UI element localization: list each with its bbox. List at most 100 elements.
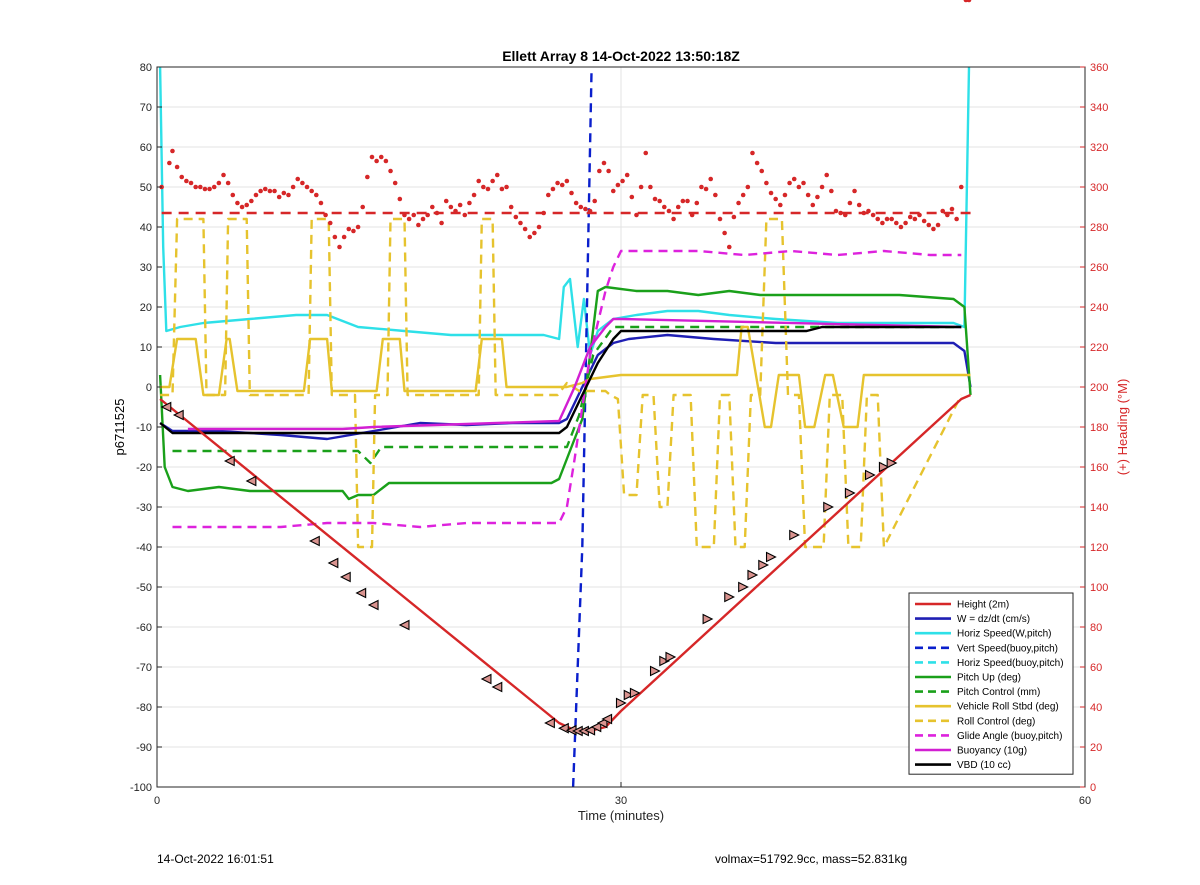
heading-point	[406, 216, 412, 222]
climb-marker	[615, 697, 627, 709]
y-tick-label: -40	[136, 542, 152, 554]
y2-tick-label: 180	[1090, 422, 1108, 434]
heading-point	[481, 184, 486, 190]
legend-label: Horiz Speed(buoy,pitch)	[957, 658, 1064, 669]
heading-point	[170, 148, 175, 154]
legend-label: W = dz/dt (cm/s)	[957, 614, 1030, 625]
heading-point	[527, 234, 533, 240]
x-tick-label: 0	[154, 795, 160, 807]
dive-marker	[558, 722, 569, 734]
heading-point	[569, 190, 574, 196]
series-line-1	[159, 333, 972, 441]
marker-layer	[160, 401, 898, 737]
heading-point	[211, 184, 217, 190]
heading-point	[262, 186, 268, 192]
y2-tick-label: 80	[1090, 622, 1102, 634]
climb-marker	[649, 665, 661, 677]
heading-point	[323, 212, 328, 218]
heading-point	[898, 224, 904, 230]
heading-point	[778, 202, 783, 208]
legend-label: Pitch Control (mm)	[957, 687, 1040, 698]
climb-marker	[724, 591, 735, 603]
heading-point	[281, 190, 287, 196]
heading-point	[244, 202, 250, 208]
heading-point	[833, 208, 839, 214]
heading-point	[713, 192, 718, 198]
heading-point	[184, 178, 189, 184]
heading-point	[736, 200, 741, 206]
heading-point	[926, 222, 932, 228]
heading-point	[601, 160, 607, 166]
series-line-11	[159, 325, 962, 435]
heading-point	[471, 192, 477, 198]
dive-marker	[584, 724, 596, 736]
heading-point	[276, 194, 282, 200]
heading-point	[555, 180, 560, 186]
heading-point	[504, 184, 509, 190]
dive-marker	[480, 673, 492, 685]
heading-point	[341, 234, 347, 240]
heading-point	[787, 180, 792, 186]
heading-point	[235, 200, 240, 206]
y-tick-label: -80	[136, 702, 152, 714]
heading-point	[740, 192, 746, 198]
climb-marker	[758, 559, 770, 571]
left-axis: -100-90-80-70-60-50-40-30-20-10010203040…	[130, 62, 162, 794]
series-line-10	[187, 317, 962, 431]
heading-point	[564, 178, 570, 184]
dive-marker	[355, 587, 367, 599]
y-tick-label: 0	[146, 382, 152, 394]
heading-point	[239, 204, 245, 210]
legend-label: Vehicle Roll Stbd (deg)	[957, 702, 1059, 713]
heading-point	[907, 214, 913, 220]
heading-point	[550, 186, 556, 192]
heading-point	[940, 208, 946, 214]
dive-marker	[339, 571, 351, 583]
heading-point	[439, 220, 444, 226]
legend-label: Height (2m)	[957, 600, 1009, 611]
heading-point	[856, 202, 862, 208]
legend-label: Glide Angle (buoy,pitch)	[957, 731, 1062, 742]
heading-point	[689, 212, 695, 218]
heading-point	[314, 192, 319, 198]
dive-marker	[398, 619, 410, 631]
heading-point	[198, 184, 203, 190]
legend: Height (2m) W = dz/dt (cm/s) Horiz Speed(W…	[908, 592, 1074, 775]
heading-point	[365, 174, 370, 180]
right-axis: 0 20 40 60 80 100 120 140 160 180 200 220 240 260 280 3…	[1080, 62, 1108, 794]
heading-point	[174, 164, 180, 170]
heading-point	[573, 200, 579, 206]
heading-point	[931, 226, 936, 232]
y-tick-label: 10	[140, 342, 152, 354]
climb-marker	[623, 689, 635, 701]
heading-point	[685, 198, 690, 204]
heading-point	[374, 158, 379, 164]
climb-marker	[659, 655, 671, 667]
heading-point	[680, 198, 686, 204]
heading-point	[167, 160, 172, 166]
y-tick-label: 30	[140, 262, 152, 274]
y2-axis-label: (+) Heading (°M)	[1115, 379, 1130, 476]
heading-point	[815, 194, 820, 200]
heading-point	[671, 216, 676, 222]
heading-point	[332, 234, 338, 240]
y-tick-label: -90	[136, 742, 152, 754]
heading-point	[253, 192, 259, 198]
y2-tick-label: 220	[1090, 342, 1108, 354]
y-tick-label: -50	[136, 582, 152, 594]
heading-point	[768, 190, 774, 196]
heading-point	[490, 178, 495, 184]
heading-point	[272, 188, 277, 194]
dive-marker	[491, 681, 503, 693]
heading-point	[903, 220, 908, 226]
heading-point	[290, 184, 296, 190]
y-tick-label: 60	[140, 142, 152, 154]
heading-point	[875, 216, 881, 222]
y2-tick-label: 280	[1090, 222, 1108, 234]
heading-point	[193, 184, 198, 190]
heading-point	[355, 224, 361, 230]
heading-point	[318, 200, 324, 206]
heading-point	[300, 180, 305, 186]
heading-point	[434, 210, 440, 216]
